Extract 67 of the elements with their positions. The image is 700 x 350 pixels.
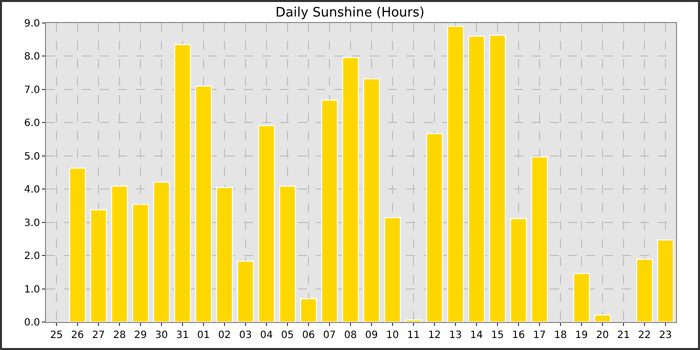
bar xyxy=(636,258,653,322)
bar xyxy=(90,209,107,322)
x-tick-label: 28 xyxy=(113,330,126,341)
x-tick-label: 22 xyxy=(638,330,651,341)
y-tick-label: 9.0 xyxy=(24,18,40,30)
x-tick-label: 11 xyxy=(407,330,420,341)
x-tick-label: 12 xyxy=(428,330,441,341)
chart-title: Daily Sunshine (Hours) xyxy=(276,5,424,20)
x-tick-label: 14 xyxy=(470,330,483,341)
y-tick-label: 6.0 xyxy=(24,118,40,130)
bar xyxy=(321,100,338,322)
x-tick-label: 19 xyxy=(575,330,588,341)
x-tick-label: 06 xyxy=(302,330,315,341)
bar xyxy=(468,36,485,322)
bar xyxy=(216,186,233,322)
bar xyxy=(594,314,611,322)
bar xyxy=(573,273,590,322)
x-tick-label: 01 xyxy=(197,330,210,341)
bar xyxy=(363,78,380,322)
bar xyxy=(489,34,506,322)
y-tick-label: 2.0 xyxy=(24,251,40,262)
bar xyxy=(510,218,527,322)
y-tick-label: 0.0 xyxy=(24,318,40,328)
y-tick-label: 8.0 xyxy=(24,52,40,63)
x-tick-label: 10 xyxy=(386,330,399,341)
bar xyxy=(342,57,359,322)
x-tick-label: 18 xyxy=(554,330,567,341)
y-tick-label: 3.0 xyxy=(24,218,40,229)
x-tick-label: 31 xyxy=(176,330,189,341)
bar xyxy=(258,125,275,322)
bar xyxy=(447,26,464,322)
x-tick-label: 25 xyxy=(50,330,63,341)
x-tick-label: 07 xyxy=(323,330,336,341)
x-tick-label: 15 xyxy=(491,330,504,341)
x-tick-label: 03 xyxy=(239,330,252,341)
y-tick-label: 1.0 xyxy=(24,284,40,296)
bar xyxy=(111,186,128,322)
y-tick-label: 7.0 xyxy=(24,84,40,96)
bar xyxy=(153,182,170,322)
x-tick-label: 05 xyxy=(281,330,294,341)
bar xyxy=(531,156,548,322)
x-tick-label: 20 xyxy=(596,330,609,341)
bar xyxy=(174,44,191,322)
x-tick-label: 16 xyxy=(512,330,525,341)
bar xyxy=(237,260,254,322)
x-tick-label: 13 xyxy=(449,330,462,341)
x-tick-label: 21 xyxy=(617,330,630,341)
x-tick-label: 29 xyxy=(134,330,147,341)
bar xyxy=(657,239,674,322)
y-tick-label: 4.0 xyxy=(24,184,40,196)
bar xyxy=(384,217,401,322)
x-tick-label: 27 xyxy=(92,330,105,341)
bar xyxy=(69,168,86,322)
x-tick-label: 23 xyxy=(659,330,672,341)
x-tick-label: 30 xyxy=(155,330,168,341)
x-tick-label: 08 xyxy=(344,330,357,341)
bar xyxy=(132,204,149,322)
bar xyxy=(426,133,443,322)
bar xyxy=(279,186,296,322)
x-tick-label: 04 xyxy=(260,330,273,341)
x-tick-label: 09 xyxy=(365,330,378,341)
bar xyxy=(195,86,212,322)
x-tick-label: 02 xyxy=(218,330,231,341)
bar xyxy=(300,298,317,322)
x-tick-label: 26 xyxy=(71,330,84,341)
x-tick-label: 17 xyxy=(533,330,546,341)
y-tick-label: 5.0 xyxy=(24,151,40,162)
